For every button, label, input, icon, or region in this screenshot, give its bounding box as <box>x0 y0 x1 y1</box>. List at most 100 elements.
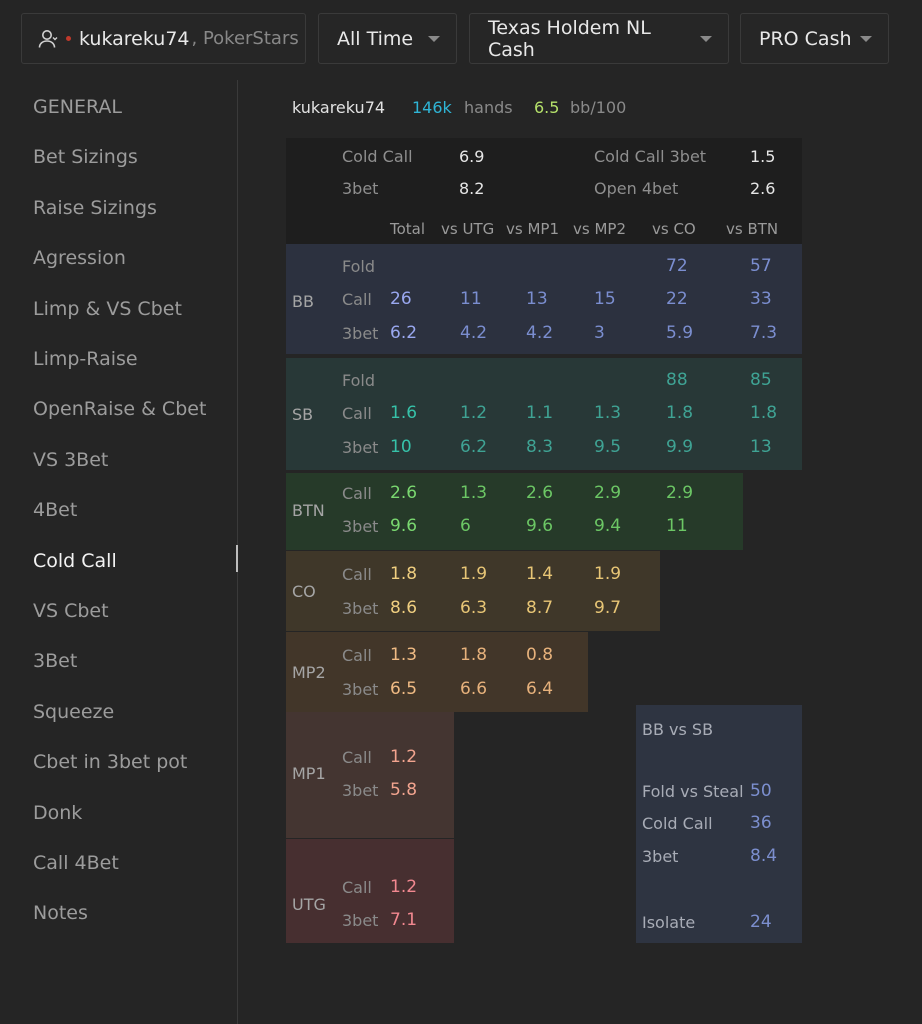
stat-value[interactable]: 6 <box>460 516 471 536</box>
stat-value[interactable]: 9.6 <box>390 516 418 536</box>
winrate-value: 6.5 <box>534 98 560 117</box>
stat-value[interactable]: 1.3 <box>460 483 488 503</box>
stat-value[interactable]: 5.9 <box>666 323 694 343</box>
player-selector[interactable]: kukareku74 , PokerStars <box>21 13 306 64</box>
stat-value[interactable]: 2.6 <box>526 483 554 503</box>
stat-value[interactable]: 13 <box>750 437 772 457</box>
stat-value[interactable]: 1.9 <box>594 564 622 584</box>
stat-value[interactable]: 8.7 <box>526 598 554 618</box>
stat-value[interactable]: 2.6 <box>390 483 418 503</box>
summary-panel <box>286 138 802 244</box>
stat-value[interactable]: 8.3 <box>526 437 554 457</box>
stat-value[interactable]: 15 <box>594 289 616 309</box>
sidebar-item-agression[interactable]: Agression <box>33 247 126 270</box>
stat-value[interactable]: 6.4 <box>526 679 554 699</box>
stat-value[interactable]: 9.9 <box>666 437 694 457</box>
sidebar-item-cbet-in-3bet-pot[interactable]: Cbet in 3bet pot <box>33 751 188 774</box>
threebet-value: 8.2 <box>459 179 485 198</box>
stat-value[interactable]: 11 <box>460 289 482 309</box>
stat-value[interactable]: 1.2 <box>460 403 488 423</box>
sidebar-item-limp-raise[interactable]: Limp-Raise <box>33 348 138 370</box>
stat-value[interactable]: 2.9 <box>594 483 622 503</box>
stake-filter-dropdown[interactable]: PRO Cash <box>740 13 889 64</box>
stat-value[interactable]: 1.8 <box>390 564 418 584</box>
cold-call-value: 6.9 <box>459 147 485 166</box>
isolate-label: Isolate <box>642 913 696 932</box>
stat-value[interactable]: 1.3 <box>594 403 622 423</box>
stat-value[interactable]: 26 <box>390 289 412 309</box>
stat-value[interactable]: 1.8 <box>750 403 778 423</box>
sidebar-item-donk[interactable]: Donk <box>33 801 83 824</box>
stat-value[interactable]: 8.6 <box>390 598 418 618</box>
stat-value[interactable]: 1.4 <box>526 564 554 584</box>
stat-value[interactable]: 88 <box>666 370 688 390</box>
sidebar-item-3bet[interactable]: 3Bet <box>33 650 78 673</box>
cold-call-label: Cold Call <box>342 147 413 166</box>
stat-value[interactable]: 9.7 <box>594 598 622 618</box>
sidebar-item-cold-call[interactable]: Cold Call <box>33 549 117 572</box>
bb-cold-call-value: 36 <box>750 813 772 833</box>
position-block-mp1: MP1 Call 1.2 3bet 5.8 <box>286 712 454 838</box>
stat-value[interactable]: 2.9 <box>666 483 694 503</box>
time-filter-dropdown[interactable]: All Time <box>318 13 457 64</box>
stat-value[interactable]: 1.2 <box>390 877 418 897</box>
position-label: BB <box>292 292 314 311</box>
action-label: Call <box>342 484 372 503</box>
sidebar-item-general[interactable]: GENERAL <box>33 96 122 118</box>
stat-value[interactable]: 1.6 <box>390 403 418 423</box>
stat-value[interactable]: 10 <box>390 437 412 457</box>
position-block-btn: BTN Call 2.6 1.3 2.6 2.9 2.9 3bet 9.6 6 9.6 9.4 11 <box>286 473 743 550</box>
stat-value[interactable]: 33 <box>750 289 772 309</box>
action-label: 3bet <box>342 324 379 343</box>
game-filter-dropdown[interactable]: Texas Holdem NL Cash <box>469 13 729 64</box>
stat-value[interactable]: 11 <box>666 516 688 536</box>
stat-value[interactable]: 1.8 <box>666 403 694 423</box>
stat-value[interactable]: 22 <box>666 289 688 309</box>
stat-value[interactable]: 9.4 <box>594 516 622 536</box>
sidebar-item-4bet[interactable]: 4Bet <box>33 499 78 522</box>
stat-value[interactable]: 1.2 <box>390 747 418 767</box>
sidebar-item-openraise-cbet[interactable]: OpenRaise & Cbet <box>33 398 207 421</box>
action-label: Call <box>342 748 372 767</box>
column-header: vs MP2 <box>573 220 626 238</box>
stat-value[interactable]: 3 <box>594 323 605 343</box>
sidebar-item-bet-sizings[interactable]: Bet Sizings <box>33 146 138 169</box>
stat-value[interactable]: 6.5 <box>390 679 418 699</box>
action-label: Fold <box>342 257 376 276</box>
stat-value[interactable]: 9.6 <box>526 516 554 536</box>
sidebar-item-limp-vs-cbet[interactable]: Limp & VS Cbet <box>33 297 182 320</box>
position-label: MP2 <box>292 663 326 682</box>
stat-value[interactable]: 6.2 <box>460 437 488 457</box>
stat-value[interactable]: 7.3 <box>750 323 778 343</box>
action-label: 3bet <box>342 438 379 457</box>
bb-3bet-value: 8.4 <box>750 846 778 866</box>
sidebar-item-vs-cbet[interactable]: VS Cbet <box>33 600 109 622</box>
stat-value[interactable]: 85 <box>750 370 772 390</box>
stake-filter-label: PRO Cash <box>759 27 852 50</box>
stat-value[interactable]: 6.3 <box>460 598 488 618</box>
stat-value[interactable]: 6.2 <box>390 323 418 343</box>
sidebar-item-raise-sizings[interactable]: Raise Sizings <box>33 196 157 219</box>
sidebar-item-vs-3bet[interactable]: VS 3Bet <box>33 448 109 471</box>
sidebar-item-squeeze[interactable]: Squeeze <box>33 700 115 723</box>
stat-value[interactable]: 0.8 <box>526 645 554 665</box>
stat-value[interactable]: 6.6 <box>460 679 488 699</box>
stat-value[interactable]: 13 <box>526 289 548 309</box>
stat-value[interactable]: 5.8 <box>390 780 418 800</box>
stat-value[interactable]: 9.5 <box>594 437 622 457</box>
stat-value[interactable]: 1.9 <box>460 564 488 584</box>
stat-value[interactable]: 4.2 <box>526 323 554 343</box>
action-label: Call <box>342 290 372 309</box>
stat-value[interactable]: 4.2 <box>460 323 488 343</box>
sidebar-item-call-4bet[interactable]: Call 4Bet <box>33 852 119 874</box>
stat-value[interactable]: 1.3 <box>390 645 418 665</box>
player-name: kukareku74 <box>79 27 190 50</box>
sidebar-item-notes[interactable]: Notes <box>33 902 88 925</box>
position-label: CO <box>292 582 316 601</box>
stat-value[interactable]: 1.8 <box>460 645 488 665</box>
stat-value[interactable]: 1.1 <box>526 403 554 423</box>
stat-value[interactable]: 7.1 <box>390 910 418 930</box>
column-header: Total <box>390 220 426 238</box>
stat-value[interactable]: 57 <box>750 256 772 276</box>
stat-value[interactable]: 72 <box>666 256 688 276</box>
